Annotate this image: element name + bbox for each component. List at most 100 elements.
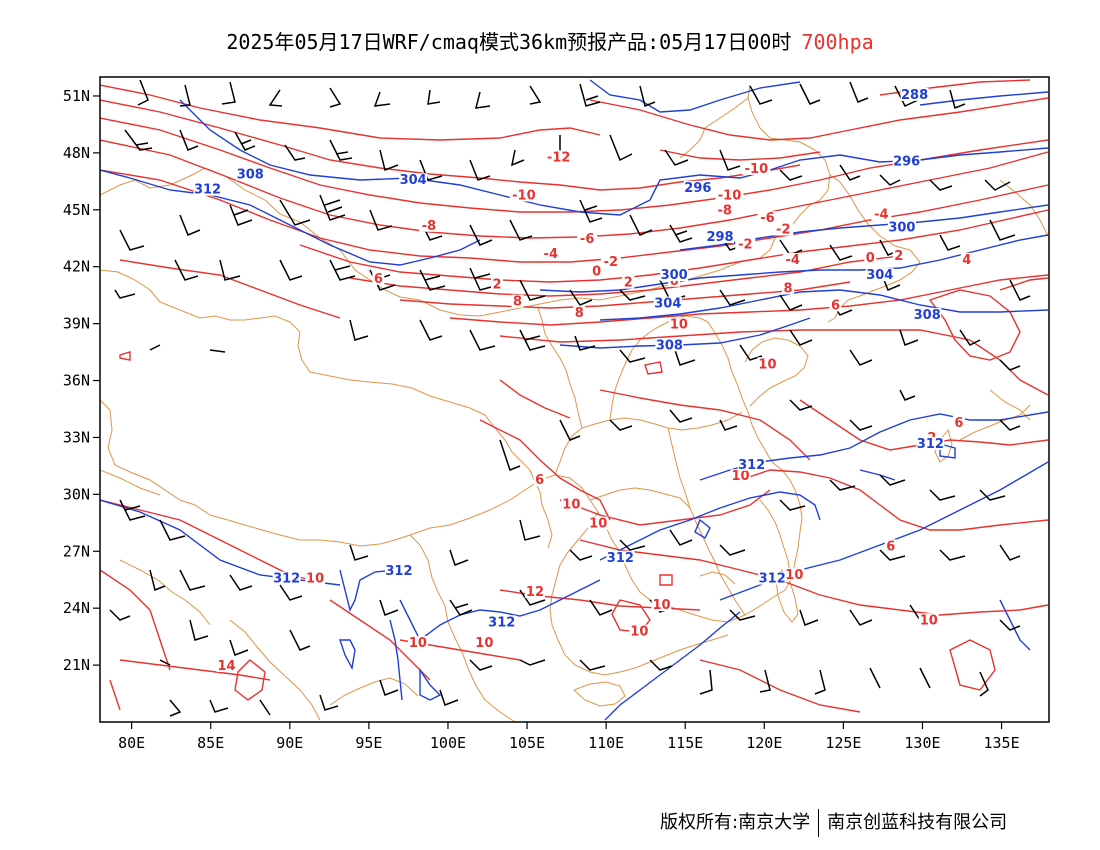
temperature-label: -2 (776, 223, 790, 238)
temperature-label-bg (474, 636, 495, 650)
temperature-label-bg (742, 161, 771, 175)
lon-tick-label: 135E (983, 734, 1019, 752)
temperature-label-bg (573, 306, 586, 320)
lon-tick-label: 85E (197, 734, 224, 752)
temperature-label: 2 (894, 249, 903, 264)
temperature-label-bg (305, 571, 326, 585)
lon-tick-label: 110E (588, 734, 624, 752)
temperature-label: 2 (624, 276, 633, 291)
height-label-bg (399, 173, 428, 187)
height-label: 312 (385, 564, 412, 579)
height-label-bg (683, 180, 712, 194)
lon-axis: 80E 85E 90E 95E 100E 105E 110E 115E 120E 125E 130E… (118, 722, 1020, 752)
temperature-label-bg (600, 254, 621, 268)
height-label-bg (887, 220, 916, 234)
lon-tick-label: 120E (746, 734, 782, 752)
temperature-label: 10 (409, 636, 427, 651)
lat-axis: 51N 48N 45N 42N 39N 36N 33N 30N 27N 24N 21N (63, 87, 100, 674)
temperature-label-bg (871, 207, 892, 221)
temperature-label: 10 (785, 568, 803, 583)
temperature-label: 10 (732, 469, 750, 484)
height-label-bg (606, 550, 635, 564)
temperature-label: 6 (535, 473, 544, 488)
height-label: 308 (237, 168, 264, 183)
temperature-label: -4 (874, 207, 888, 222)
footer-separator (818, 809, 820, 837)
temperature-label-bg (714, 203, 735, 217)
temperature-label-bg (407, 636, 428, 650)
lat-tick-label: 42N (63, 258, 90, 276)
height-label: 298 (706, 230, 733, 245)
lon-tick-label: 130E (904, 734, 940, 752)
company-text: 南京创蓝科技有限公司 (827, 812, 1008, 833)
temperature-label-bg (511, 294, 524, 308)
lon-tick-label: 90E (276, 734, 303, 752)
height-label-bg (193, 182, 222, 196)
temperature-label: -8 (422, 219, 436, 234)
temperature-label-bg (782, 281, 795, 295)
height-label-bg (236, 167, 265, 181)
copyright-text: 版权所有:南京大学 (660, 812, 811, 833)
temperature-label: 4 (962, 253, 971, 268)
temperature-label: -10 (718, 188, 742, 203)
temperature-label: 2 (492, 278, 501, 293)
temperature-label: 10 (630, 625, 648, 640)
temperature-label-bg (829, 298, 842, 312)
temperature-label: 14 (217, 659, 235, 674)
height-label: 304 (654, 297, 681, 312)
temperature-label-bg (668, 317, 689, 331)
height-label-bg (913, 307, 942, 321)
temperature-label: 8 (784, 281, 793, 296)
temperature-label: 10 (652, 598, 670, 613)
height-label: 312 (194, 183, 221, 198)
temperature-label: 6 (954, 416, 963, 431)
temperature-label-bg (588, 516, 609, 530)
map-title: 2025年05月17日WRF/cmaq模式36km预报产品:05月17日00时 7… (0, 26, 1100, 55)
lat-tick-label: 27N (63, 542, 90, 560)
temperature-label: 12 (526, 585, 544, 600)
lon-tick-label: 95E (355, 734, 382, 752)
height-label: 312 (759, 572, 786, 587)
temperature-label-bg (372, 271, 385, 285)
temperature-label-bg (651, 598, 672, 612)
height-label: 312 (488, 615, 515, 630)
temperature-label: 10 (758, 357, 776, 372)
lat-tick-label: 39N (63, 315, 90, 333)
temperature-label: -4 (786, 253, 800, 268)
temperature-label-bg (629, 624, 650, 638)
temperature-contour-labels: -12-10-10 -10-8-6-8-6-4-4-2-20-22-4 0 2 46 2 6… (216, 150, 973, 674)
temperature-label-bg (757, 357, 778, 371)
temperature-label-bg (490, 277, 503, 291)
lon-tick-label: 125E (825, 734, 861, 752)
temperature-label: 10 (475, 636, 493, 651)
height-label: 304 (866, 268, 893, 283)
height-label-bg (737, 457, 766, 471)
temperature-label-bg (884, 539, 897, 553)
height-label: 300 (888, 221, 915, 236)
height-label-bg (758, 571, 787, 585)
temperature-label: -6 (580, 232, 594, 247)
height-label-bg (272, 571, 301, 585)
temperature-label: 10 (562, 498, 580, 513)
temperature-label: 0 (866, 251, 875, 266)
temperature-label-bg (216, 658, 237, 672)
temperature-label-bg (715, 188, 744, 202)
height-label: 308 (914, 308, 941, 323)
lon-tick-label: 100E (430, 734, 466, 752)
height-label: 312 (738, 458, 765, 473)
temperature-label: -10 (512, 188, 536, 203)
temperature-label-bg (952, 416, 965, 430)
temperature-label: 10 (306, 572, 324, 587)
temperature-label: -8 (718, 204, 732, 219)
temperature-label-bg (757, 211, 778, 225)
temperature-label-bg (544, 150, 573, 164)
temperature-label: -2 (738, 238, 752, 253)
temperature-label-bg (561, 497, 582, 511)
temperature-label-bg (730, 469, 751, 483)
height-label: 312 (607, 551, 634, 566)
temperature-label-bg (918, 613, 939, 627)
height-label-bg (653, 296, 682, 310)
temperature-label-bg (892, 249, 905, 263)
pressure-level: 700hpa (801, 30, 874, 54)
